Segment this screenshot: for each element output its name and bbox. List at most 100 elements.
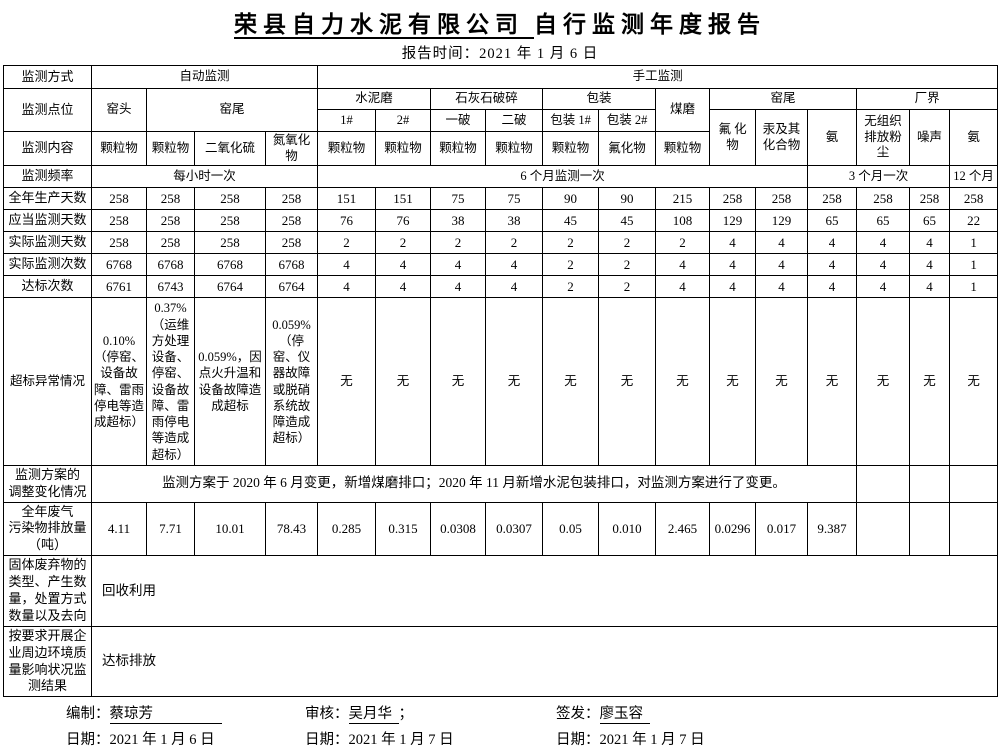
emission-cell [909, 501, 951, 557]
exceedance-cell: 无 [807, 297, 858, 466]
value-cell: 6764 [194, 275, 266, 299]
value-cell: 258 [856, 187, 911, 211]
freq-hourly: 每小时一次 [90, 165, 319, 189]
exceedance-cell: 无 [709, 297, 757, 466]
prepared-date: 日期：2021 年 1 月 6 日 [66, 732, 215, 749]
value-cell: 258 [146, 209, 195, 233]
issued-by: 签发：廖玉容 [556, 702, 650, 725]
exceedance-cell: 0.10%（停窑、设备故障、雷雨停电等造成超标） [91, 297, 147, 466]
emission-cell: 9.387 [807, 501, 858, 557]
prepared-by: 编制：蔡琼芳 [66, 702, 222, 725]
issued-name: 廖玉容 [599, 702, 650, 725]
value-cell: 4 [709, 253, 757, 277]
report-time: 报告时间：2021 年 1 月 6 日 [401, 46, 599, 62]
exceedance-cell: 无 [317, 297, 377, 466]
header-packing: 包装 [542, 88, 657, 110]
row-sub-points: 1# 2# 一破 二破 包装 1# 包装 2# 氟 化 物 汞及其化合物 氨 无… [4, 108, 999, 167]
row-plan-change: 监测方案的 调整变化情况 监测方案于 2020 年 6 月变更，新增煤磨排口；2… [3, 464, 999, 503]
freq-3month: 3 个月一次 [807, 165, 951, 189]
row-label: 全年废气 污染物排放量 （吨） [3, 501, 92, 557]
exceedance-cell: 无 [598, 297, 657, 466]
value-cell: 22 [949, 209, 999, 233]
emission-cell: 0.010 [598, 501, 657, 557]
value-cell: 65 [909, 209, 951, 233]
value-cell: 258 [91, 231, 147, 255]
row-monitoring-method: 监测方式 自动监测 手工监测 [3, 65, 999, 89]
company-name: 荣县自力水泥有限公司 [234, 12, 534, 39]
row-label: 应当监测天数 [3, 209, 92, 233]
signature-footer: 编制：蔡琼芳 审核：吴月华； 签发：廖玉容 日期：2021 年 1 月 6 日 … [0, 697, 1000, 753]
value-cell: 1 [949, 231, 999, 255]
row-label: 实际监测天数 [3, 231, 92, 255]
empty-cell [949, 464, 999, 503]
header-kiln-head: 窑头 [91, 88, 147, 132]
freq-12month: 12 个月 [949, 165, 999, 189]
issued-label: 签发： [556, 706, 600, 723]
header-sub-crush1: 一破 [430, 109, 487, 132]
header-kiln-tail-manual: 窑尾 [709, 88, 858, 110]
exceedance-cell: 无 [542, 297, 600, 466]
value-cell: 65 [856, 209, 911, 233]
emission-cell: 0.0307 [485, 501, 544, 557]
issued-date: 日期：2021 年 1 月 7 日 [556, 732, 705, 749]
value-cell: 258 [264, 209, 319, 233]
header-cement-mill: 水泥磨 [317, 88, 432, 110]
header-param-ammonia: 氨 [807, 108, 858, 167]
value-cell: 4 [375, 253, 432, 277]
value-cell: 258 [264, 231, 319, 255]
header-plant-boundary: 厂界 [856, 88, 999, 110]
header-param-fugitive-dust: 无组织排放粉尘 [856, 108, 911, 167]
content-cell: 氮氧化物 [264, 130, 319, 167]
points-label: 监测点位 [3, 88, 92, 132]
value-cell: 45 [598, 209, 657, 233]
value-cell: 258 [755, 187, 809, 211]
header-param-mercury: 汞及其化合物 [755, 108, 809, 167]
header-kiln-tail-auto: 窑尾 [145, 88, 319, 132]
content-cell: 氟化物 [598, 130, 657, 167]
value-cell: 2 [485, 231, 544, 255]
reviewed-label: 审核： [305, 706, 349, 723]
value-cell: 2 [430, 231, 487, 255]
value-cell: 258 [194, 209, 266, 233]
value-cell: 38 [430, 209, 487, 233]
value-cell: 4 [709, 275, 757, 299]
exceedance-cell: 0.059%，因点火升温和设备故障造成超标 [194, 297, 266, 466]
value-cell: 129 [755, 209, 809, 233]
value-cell: 258 [949, 187, 999, 211]
value-cell: 258 [91, 209, 147, 233]
prepared-label: 编制： [66, 706, 110, 723]
row-label: 超标异常情况 [3, 297, 92, 466]
content-cell: 颗粒物 [317, 130, 377, 167]
value-cell: 2 [317, 231, 377, 255]
value-cell: 2 [655, 231, 711, 255]
exceedance-cell: 无 [949, 297, 999, 466]
freq-6month: 6 个月监测一次 [317, 165, 809, 189]
header-manual-monitoring: 手工监测 [317, 65, 999, 89]
value-cell: 4 [430, 253, 487, 277]
value-cell: 4 [655, 253, 711, 277]
value-cell: 258 [264, 187, 319, 211]
header-sub-1: 1# [317, 109, 377, 132]
value-cell: 2 [598, 253, 657, 277]
header-param-fluoride: 氟 化 物 [709, 108, 757, 167]
content-cell: 颗粒物 [91, 130, 147, 167]
value-cell: 4 [655, 275, 711, 299]
value-cell: 4 [755, 231, 809, 255]
solid-waste-value: 回收利用 [90, 555, 999, 627]
emission-cell: 0.05 [542, 501, 600, 557]
value-cell: 6768 [91, 253, 147, 277]
emission-cell: 4.11 [91, 501, 147, 557]
row-monitoring-points: 监测点位 窑头 窑尾 水泥磨 石灰石破碎 包装 煤磨 窑尾 厂界 [3, 88, 999, 132]
content-cell: 颗粒物 [542, 130, 600, 167]
value-cell: 76 [375, 209, 432, 233]
value-cell: 75 [430, 187, 487, 211]
value-cell: 6768 [264, 253, 319, 277]
header-param-ammonia-boundary: 氨 [949, 108, 999, 167]
emission-cell: 78.43 [264, 501, 319, 557]
reviewed-date: 日期：2021 年 1 月 7 日 [305, 732, 454, 749]
value-cell: 2 [542, 231, 600, 255]
value-cell: 4 [909, 253, 951, 277]
exceedance-cell: 无 [755, 297, 809, 466]
header-auto-monitoring: 自动监测 [90, 65, 319, 89]
value-cell: 4 [856, 275, 911, 299]
